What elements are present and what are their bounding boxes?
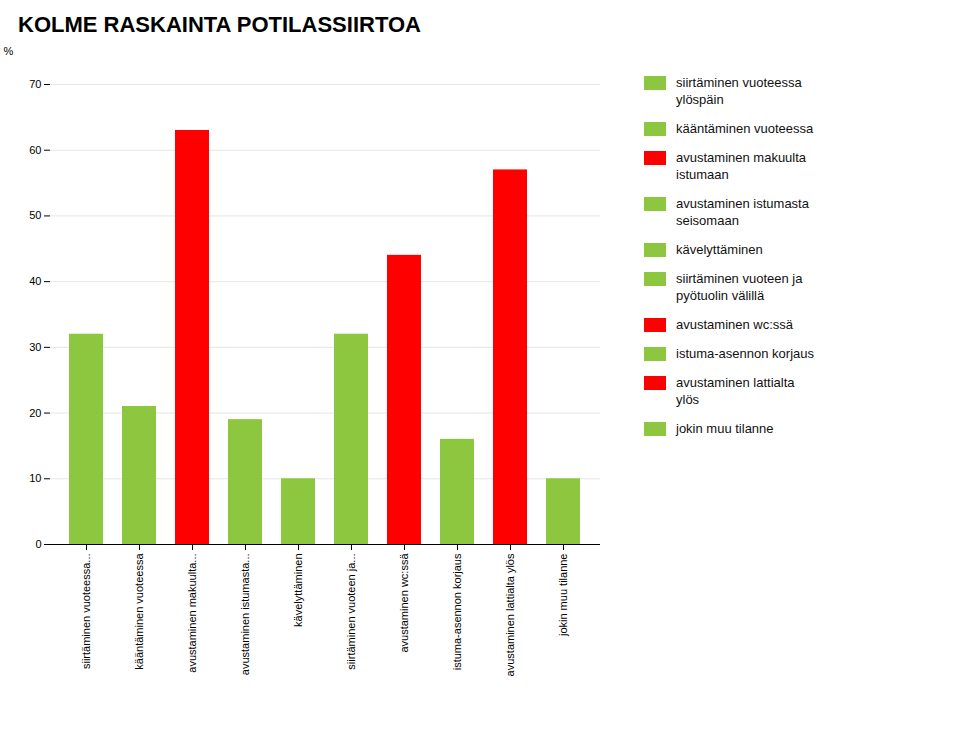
html-text:avustaminen makuulta: avustaminen makuulta <box>676 150 807 165</box>
html-text:avustaminen lattialta: avustaminen lattialta <box>676 375 795 390</box>
svg-text:30: 30 <box>29 341 41 353</box>
html-text:kävelyttäminen: kävelyttäminen <box>676 242 763 257</box>
html-text:jokin muu tilanne: jokin muu tilanne <box>676 421 774 436</box>
html-text:siirtäminen vuoteen ja: siirtäminen vuoteen ja <box>676 271 803 286</box>
svg-text:50: 50 <box>29 209 41 221</box>
svg-text:70: 70 <box>29 78 41 90</box>
svg-text:avustaminen makuulta...: avustaminen makuulta... <box>186 554 198 673</box>
html-text:istuma-asennon korjaus: istuma-asennon korjaus <box>676 346 814 361</box>
svg-text:kääntäminen vuoteessa: kääntäminen vuoteessa <box>133 553 145 670</box>
html-text:pyötuolin välillä: pyötuolin välillä <box>676 288 765 303</box>
svg-text:avustaminen lattialta ylös: avustaminen lattialta ylös <box>504 553 516 676</box>
svg-text:kävelyttäminen: kävelyttäminen <box>292 554 304 627</box>
svg-text:siirtäminen vuoteen ja...: siirtäminen vuoteen ja... <box>345 554 357 670</box>
html-text:seisomaan: seisomaan <box>676 213 739 228</box>
svg-text:40: 40 <box>29 275 41 287</box>
html-text:ylös: ylös <box>676 392 700 407</box>
html-text:siirtäminen vuoteessa: siirtäminen vuoteessa <box>676 75 802 90</box>
svg-text:siirtäminen vuoteessa...: siirtäminen vuoteessa... <box>80 554 92 670</box>
svg-text:0: 0 <box>35 538 41 550</box>
svg-text:avustaminen wc:ssä: avustaminen wc:ssä <box>398 553 410 653</box>
html-text:avustaminen wc:ssä: avustaminen wc:ssä <box>676 317 794 332</box>
html-text:KOLME RASKAINTA POTILASSIIRTOA: KOLME RASKAINTA POTILASSIIRTOA <box>18 12 421 37</box>
svg-text:20: 20 <box>29 407 41 419</box>
svg-text:istuma-asennon korjaus: istuma-asennon korjaus <box>451 553 463 670</box>
svg-text:%: % <box>4 45 14 57</box>
svg-text:60: 60 <box>29 144 41 156</box>
html-text:ylöspäin: ylöspäin <box>676 92 724 107</box>
svg-text:jokin muu tilanne: jokin muu tilanne <box>557 554 569 638</box>
html-text:kääntäminen vuoteessa: kääntäminen vuoteessa <box>676 121 814 136</box>
html-text:avustaminen istumasta: avustaminen istumasta <box>676 196 809 211</box>
html-text:istumaan: istumaan <box>676 167 729 182</box>
svg-text:avustaminen istumasta...: avustaminen istumasta... <box>239 554 251 676</box>
svg-text:10: 10 <box>29 472 41 484</box>
